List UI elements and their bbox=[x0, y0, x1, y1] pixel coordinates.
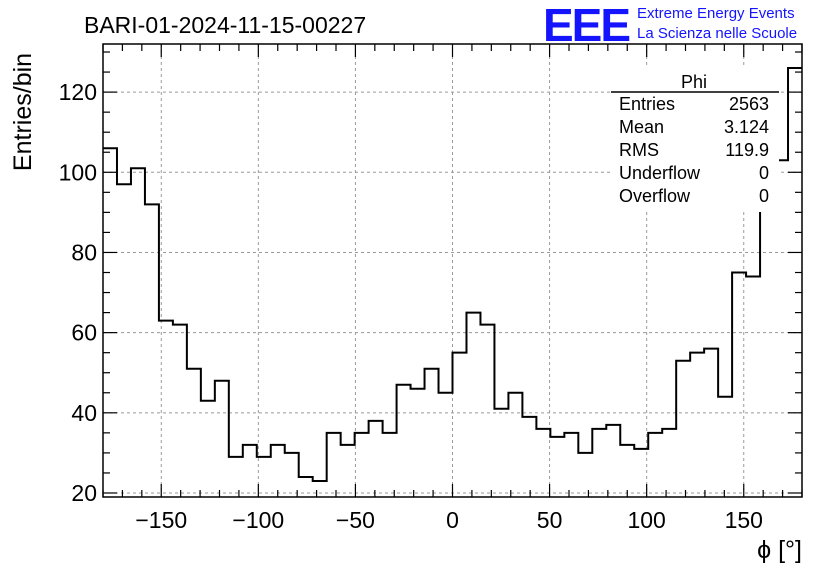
stats-underflow-label: Underflow bbox=[619, 163, 701, 183]
y-tick-label: 120 bbox=[59, 79, 97, 105]
stats-mean-label: Mean bbox=[619, 117, 664, 137]
eee-logo: EEE bbox=[543, 0, 631, 51]
axis-ticks bbox=[102, 44, 803, 497]
x-axis-title: ϕ [°] bbox=[757, 536, 802, 564]
eee-subtitle-line1: Extreme Energy Events bbox=[637, 5, 795, 22]
stats-name: Phi bbox=[681, 72, 707, 92]
x-tick-label: 150 bbox=[725, 507, 763, 533]
stats-rms-label: RMS bbox=[619, 140, 659, 160]
eee-subtitle-line2: La Scienza nelle Scuole bbox=[637, 25, 798, 42]
x-tick-label: 50 bbox=[537, 507, 563, 533]
y-axis-title: Entries/bin bbox=[9, 53, 37, 171]
y-tick-label: 100 bbox=[59, 159, 97, 185]
stats-box: Phi Entries 2563 Mean 3.124 RMS 119.9 Un… bbox=[611, 68, 779, 212]
x-tick-label: −100 bbox=[232, 507, 284, 533]
stats-entries-value: 2563 bbox=[729, 94, 769, 114]
stats-entries-label: Entries bbox=[619, 94, 675, 114]
y-tick-label: 80 bbox=[71, 239, 97, 265]
stats-rms-value: 119.9 bbox=[725, 140, 769, 160]
y-tick-label: 20 bbox=[71, 480, 97, 506]
x-tick-label: −50 bbox=[336, 507, 375, 533]
x-tick-label: −150 bbox=[135, 507, 187, 533]
tick-labels: −150 −100 −50 0 50 100 150 20 40 60 80 100 120 bbox=[59, 79, 763, 533]
y-tick-label: 40 bbox=[71, 400, 97, 426]
stats-overflow-label: Overflow bbox=[619, 186, 691, 206]
x-tick-label: 0 bbox=[446, 507, 459, 533]
stats-overflow-value: 0 bbox=[759, 186, 769, 206]
chart-title: BARI-01-2024-11-15-00227 bbox=[84, 12, 367, 38]
histogram-outline bbox=[103, 67, 802, 482]
stats-mean-value: 3.124 bbox=[724, 117, 769, 137]
x-tick-label: 100 bbox=[627, 507, 665, 533]
y-tick-label: 60 bbox=[71, 320, 97, 346]
stats-underflow-value: 0 bbox=[759, 163, 769, 183]
